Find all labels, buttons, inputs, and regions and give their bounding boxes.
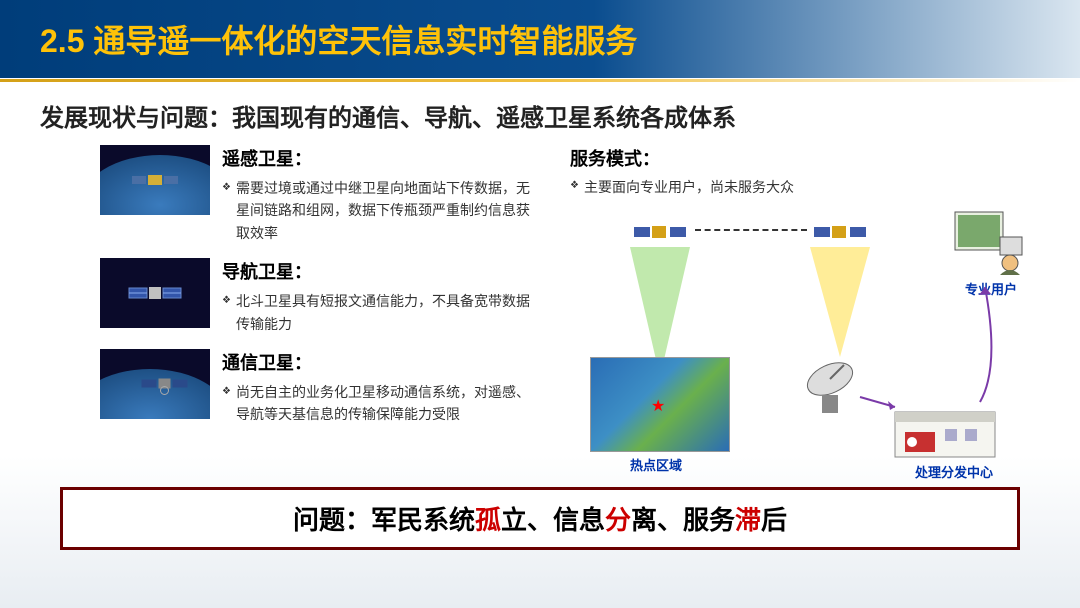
processing-center <box>890 397 1000 467</box>
content-area: 遥感卫星： 需要过境或通过中继卫星向地面站下传数据，无星间链路和组网，数据下传瓶… <box>0 145 1080 477</box>
right-column: 服务模式： 主要面向专业用户，尚未服务大众 ★ 热点区域 <box>570 145 1040 477</box>
service-mode-desc: 主要面向专业用户，尚未服务大众 <box>570 177 1040 197</box>
communication-desc: 尚无自主的业务化卫星移动通信系统，对遥感、导航等天基信息的传输保障能力受限 <box>222 381 540 426</box>
service-diagram: ★ 热点区域 <box>570 207 1030 477</box>
left-column: 遥感卫星： 需要过境或通过中继卫星向地面站下传数据，无星间链路和组网，数据下传瓶… <box>100 145 540 477</box>
navigation-image <box>100 258 210 328</box>
hotspot-map: ★ <box>590 357 730 452</box>
star-icon: ★ <box>651 396 665 416</box>
problem-w1: 孤 <box>475 505 501 535</box>
problem-box: 问题：军民系统孤立、信息分离、服务滞后 <box>60 487 1020 550</box>
problem-w2: 分 <box>605 505 631 535</box>
title-bar: 2.5 通导遥一体化的空天信息实时智能服务 <box>0 0 1080 78</box>
navigation-desc: 北斗卫星具有短报文通信能力，不具备宽带数据传输能力 <box>222 290 540 335</box>
diagram-satellite-right <box>810 212 870 252</box>
pro-user <box>950 207 1030 282</box>
arrow-building-user <box>965 277 1005 407</box>
satellite-row-nav: 导航卫星： 北斗卫星具有短报文通信能力，不具备宽带数据传输能力 <box>100 258 540 335</box>
center-label: 处理分发中心 <box>915 462 993 481</box>
hotspot-label: 热点区域 <box>630 455 682 474</box>
subtitle: 发展现状与问题：我国现有的通信、导航、遥感卫星系统各成体系 <box>0 78 1080 145</box>
communication-image <box>100 349 210 419</box>
problem-prefix: 问题：军民系统 <box>293 505 475 535</box>
problem-m2: 离、服务 <box>631 505 735 535</box>
remote-sensing-image <box>100 145 210 215</box>
service-mode-title: 服务模式： <box>570 145 1040 171</box>
page-title: 2.5 通导遥一体化的空天信息实时智能服务 <box>40 16 1040 62</box>
subtitle-desc: 我国现有的通信、导航、遥感卫星系统各成体系 <box>232 105 736 132</box>
remote-sensing-desc: 需要过境或通过中继卫星向地面站下传数据，无星间链路和组网，数据下传瓶颈严重制约信… <box>222 177 540 244</box>
arrow-dish-building <box>855 382 905 412</box>
problem-m3: 后 <box>761 505 787 535</box>
sat-link <box>695 229 807 231</box>
problem-w3: 滞 <box>735 505 761 535</box>
communication-title: 通信卫星： <box>222 349 540 375</box>
beam-yellow <box>810 247 870 357</box>
satellite-row-comm: 通信卫星： 尚无自主的业务化卫星移动通信系统，对遥感、导航等天基信息的传输保障能… <box>100 349 540 426</box>
remote-sensing-title: 遥感卫星： <box>222 145 540 171</box>
subtitle-label: 发展现状与问题： <box>40 105 232 132</box>
problem-m1: 立、信息 <box>501 505 605 535</box>
satellite-row-remote: 遥感卫星： 需要过境或通过中继卫星向地面站下传数据，无星间链路和组网，数据下传瓶… <box>100 145 540 244</box>
diagram-satellite-left <box>630 212 690 252</box>
navigation-title: 导航卫星： <box>222 258 540 284</box>
